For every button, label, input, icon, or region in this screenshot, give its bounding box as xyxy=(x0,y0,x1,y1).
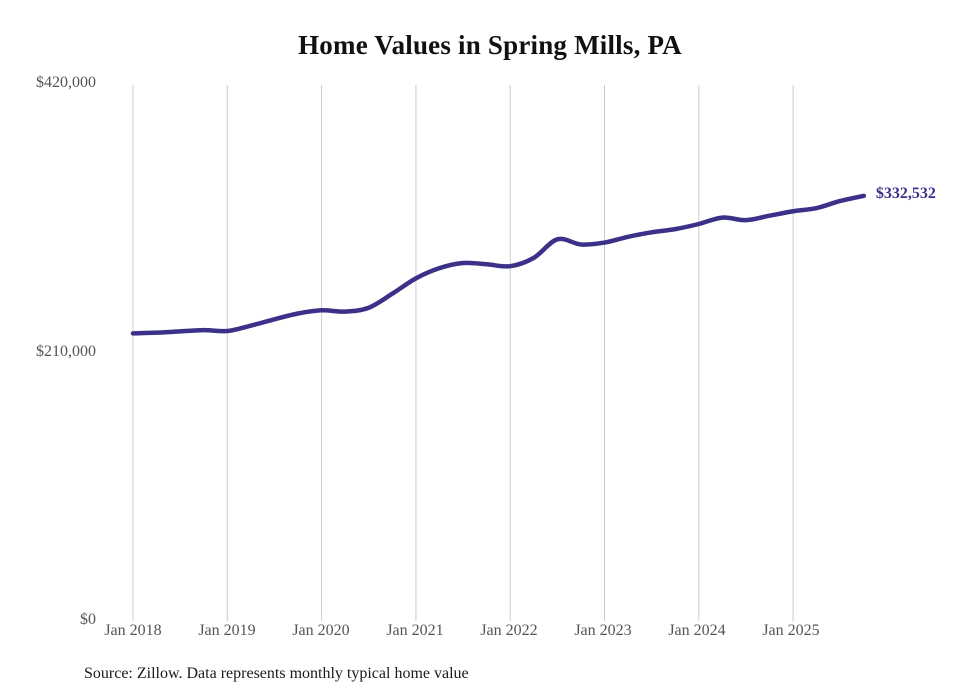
x-axis-tick-label-jan-2024: Jan 2024 xyxy=(668,622,726,639)
x-axis-tick-label-jan-2021: Jan 2021 xyxy=(386,622,444,639)
series-line-typical-home-value xyxy=(130,193,867,336)
x-axis-tick-label-jan-2019: Jan 2019 xyxy=(198,622,256,639)
chart-title: Home Values in Spring Mills, PA xyxy=(298,30,682,60)
last-value-annotation: $332,532 xyxy=(875,184,936,202)
source-caption: Source: Zillow. Data represents monthly … xyxy=(84,665,469,682)
x-axis-tick-label-jan-2018: Jan 2018 xyxy=(104,622,162,639)
y-axis-tick-label-420000: $420,000 xyxy=(36,74,96,91)
x-axis-tick-label-jan-2020: Jan 2020 xyxy=(292,622,350,639)
y-axis-tick-label-0: $0 xyxy=(80,611,96,628)
x-axis-tick-label-jan-2025: Jan 2025 xyxy=(762,622,820,639)
x-axis-tick-label-jan-2023: Jan 2023 xyxy=(574,622,632,639)
x-axis-tick-label-jan-2022: Jan 2022 xyxy=(480,622,538,639)
y-axis-tick-label-210000: $210,000 xyxy=(36,343,96,360)
gridlines-group xyxy=(132,85,794,621)
